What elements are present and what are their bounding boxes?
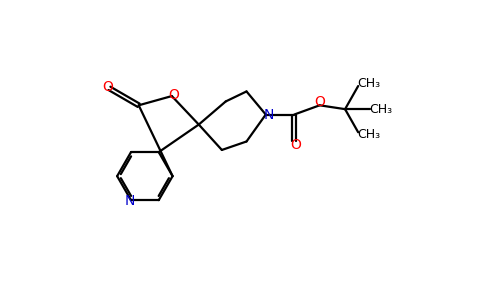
Text: CH₃: CH₃ <box>357 128 380 141</box>
Text: CH₃: CH₃ <box>357 77 380 90</box>
Text: O: O <box>290 138 301 152</box>
Text: O: O <box>103 80 113 94</box>
Text: N: N <box>264 107 274 122</box>
Text: N: N <box>125 194 136 208</box>
Text: O: O <box>168 88 179 101</box>
Text: CH₃: CH₃ <box>369 103 392 116</box>
Text: O: O <box>314 95 325 109</box>
